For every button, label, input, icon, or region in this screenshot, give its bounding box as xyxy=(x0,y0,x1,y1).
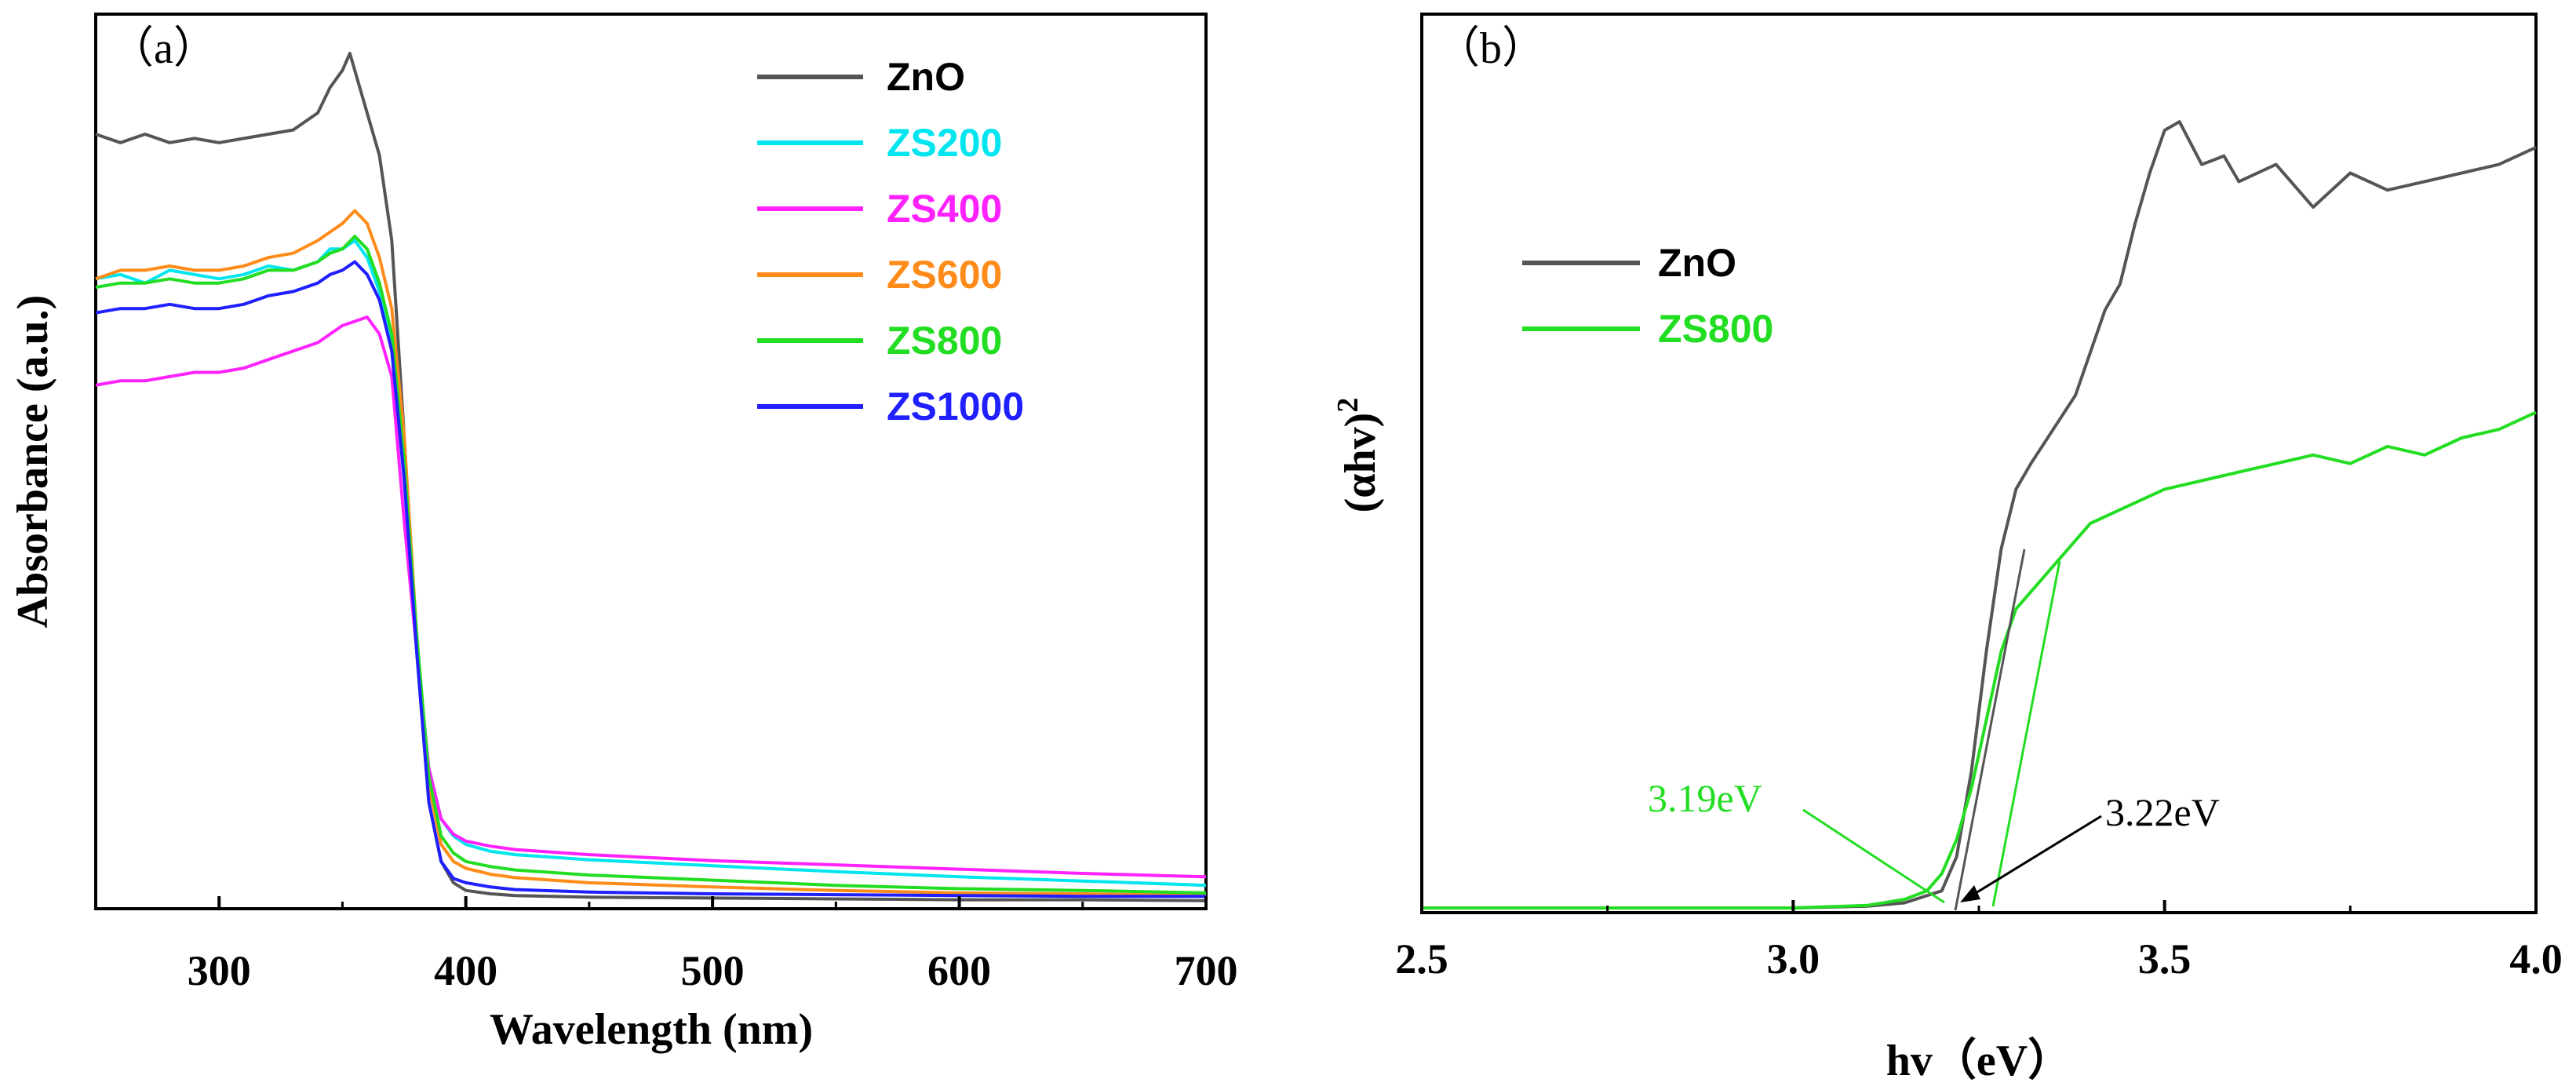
x-tick-label-3-5: 3.5 xyxy=(2138,935,2192,982)
x-tick-label-500: 500 xyxy=(681,947,745,994)
panel-b: 2.5 3.0 3.5 4.0 （b） hv（eV） (αhv)2 ZnOZS800 … xyxy=(1332,13,2563,1085)
panel-a-x-axis-title: Wavelength (nm) xyxy=(490,1005,813,1054)
x-tick-label-300: 300 xyxy=(188,947,251,994)
legend-label-zs1000: ZS1000 xyxy=(887,385,1024,428)
legend-label-zs800: ZS800 xyxy=(887,319,1002,363)
series-line-zs800 xyxy=(1422,410,2537,910)
annotation-zno-bandgap: 3.22eV xyxy=(2105,790,2220,834)
x-tick-label-3-0: 3.0 xyxy=(1767,935,1820,982)
panel-b-x-ticks: 2.5 3.0 3.5 4.0 xyxy=(1395,900,2563,982)
panel-b-x-axis-title: hv（eV） xyxy=(1886,1036,2071,1085)
annotation-zs800-pointer xyxy=(1802,808,1945,904)
legend-label-zs200: ZS200 xyxy=(887,121,1002,165)
legend-label-zno: ZnO xyxy=(1658,241,1736,285)
series-line-zs400 xyxy=(95,315,1207,879)
panel-b-series-group xyxy=(1422,120,2537,910)
x-tick-label-4-0: 4.0 xyxy=(2509,935,2563,982)
panel-a-label: （a） xyxy=(110,24,217,73)
panel-b-y-axis-title: (αhv)2 xyxy=(1332,398,1385,513)
panel-a-legend: ZnO ZS200 ZS400 ZS600 ZS800 ZS1000 xyxy=(757,55,1024,428)
panel-b-plot-frame xyxy=(1420,13,2538,914)
legend-label-zs400: ZS400 xyxy=(887,187,1002,231)
legend-label-zs800: ZS800 xyxy=(1658,307,1773,351)
panel-b-y-axis-title-sup: 2 xyxy=(1332,398,1365,413)
series-line-zno xyxy=(1422,120,2537,910)
panel-a-y-axis-title: Absorbance (a.u.) xyxy=(9,295,57,629)
legend-label-zs600: ZS600 xyxy=(887,253,1002,297)
panel-a-plot-frame xyxy=(94,13,1208,910)
annotation-zno-pointer xyxy=(1965,815,2102,901)
series-line-zs800 xyxy=(95,235,1207,895)
x-tick-label-400: 400 xyxy=(434,947,497,994)
series-line-zs600 xyxy=(95,209,1207,898)
panel-b-label: （b） xyxy=(1436,24,1546,73)
series-line-zs200 xyxy=(95,239,1207,888)
panel-a-series-group xyxy=(95,52,1207,902)
legend-label-zno: ZnO xyxy=(887,55,965,99)
annotation-zs800-bandgap: 3.19eV xyxy=(1648,776,1762,820)
panel-b-y-axis-title-base: (αhv) xyxy=(1336,413,1385,513)
x-tick-label-700: 700 xyxy=(1175,947,1238,994)
panel-a-x-ticks: 300 400 500 600 700 xyxy=(188,896,1238,994)
panel-b-legend: ZnO ZS800 xyxy=(1522,241,1773,351)
series-line-zs1000 xyxy=(95,260,1206,899)
panel-a: 300 400 500 600 700 （a） Wavelength (nm) Abso… xyxy=(9,13,1238,1054)
x-tick-label-2-5: 2.5 xyxy=(1395,935,1448,982)
zs800-tangent-line xyxy=(1991,560,2061,907)
series-line-zno xyxy=(95,52,1207,902)
annotation-zno-arrowhead xyxy=(1960,885,1980,902)
x-tick-label-600: 600 xyxy=(927,947,991,994)
zno-tangent-line xyxy=(1954,549,2026,911)
